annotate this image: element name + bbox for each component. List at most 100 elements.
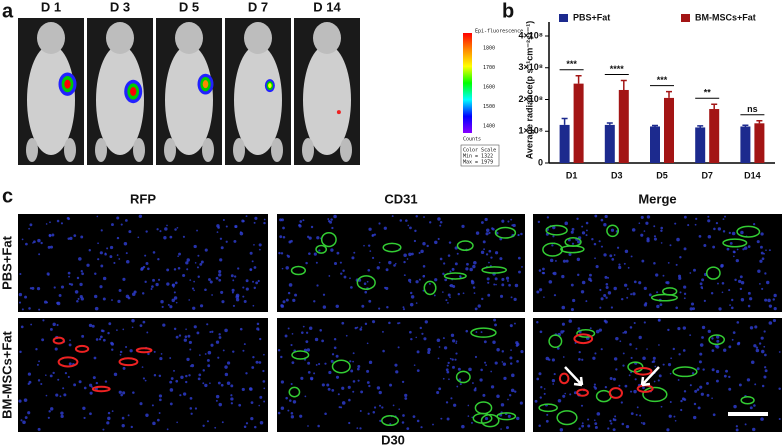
nucleus xyxy=(670,357,673,360)
nucleus xyxy=(94,272,97,275)
nucleus xyxy=(496,394,500,398)
nucleus xyxy=(760,336,764,340)
nucleus xyxy=(48,410,51,413)
nucleus xyxy=(125,345,128,349)
nucleus xyxy=(331,353,335,356)
nucleus xyxy=(86,263,90,267)
nucleus xyxy=(599,288,602,292)
nucleus xyxy=(585,229,588,232)
nucleus xyxy=(749,297,753,301)
nucleus xyxy=(55,393,59,397)
nucleus xyxy=(447,302,449,304)
nucleus xyxy=(765,249,767,252)
nucleus xyxy=(364,290,368,294)
nucleus xyxy=(230,384,234,388)
nucleus xyxy=(107,416,111,421)
nucleus xyxy=(564,221,569,226)
nucleus xyxy=(281,267,284,270)
nucleus xyxy=(571,227,575,231)
nucleus xyxy=(612,428,616,432)
nucleus xyxy=(486,277,490,281)
nucleus xyxy=(215,399,218,402)
nucleus xyxy=(562,259,566,263)
nucleus xyxy=(48,233,52,237)
nucleus xyxy=(561,322,565,326)
nucleus xyxy=(107,331,110,335)
nucleus xyxy=(411,252,414,256)
nucleus xyxy=(304,395,307,398)
signal xyxy=(336,110,341,115)
nucleus xyxy=(382,349,385,353)
nucleus xyxy=(660,242,663,244)
nucleus xyxy=(539,330,543,334)
nucleus xyxy=(553,271,557,276)
nucleus xyxy=(173,327,177,331)
nucleus xyxy=(251,260,254,263)
nucleus xyxy=(177,255,179,258)
nucleus xyxy=(427,347,431,352)
nucleus xyxy=(226,381,231,386)
nucleus xyxy=(127,414,130,417)
nucleus xyxy=(483,248,485,251)
nucleus xyxy=(488,231,491,235)
nucleus xyxy=(766,280,770,285)
nucleus xyxy=(465,267,469,271)
nucleus xyxy=(92,376,96,380)
nucleus xyxy=(461,224,465,228)
micrograph xyxy=(18,214,268,312)
nucleus xyxy=(330,359,334,363)
nucleus xyxy=(735,428,739,432)
nucleus xyxy=(536,321,539,324)
nucleus xyxy=(689,384,692,387)
nucleus xyxy=(340,406,343,409)
nucleus xyxy=(768,321,773,325)
nucleus xyxy=(379,404,382,407)
nucleus xyxy=(648,293,652,297)
nucleus xyxy=(150,288,153,290)
nucleus xyxy=(723,374,727,378)
nucleus xyxy=(100,229,103,232)
nucleus xyxy=(543,388,546,390)
vessel xyxy=(564,237,582,247)
nucleus xyxy=(335,375,340,379)
nucleus xyxy=(190,412,193,415)
nucleus xyxy=(258,243,262,247)
nucleus xyxy=(657,318,661,322)
nucleus xyxy=(622,364,625,367)
nucleus xyxy=(548,280,553,284)
nucleus xyxy=(263,387,266,390)
mouse-body xyxy=(165,45,213,155)
nucleus xyxy=(772,298,775,301)
nucleus xyxy=(175,335,179,339)
nucleus xyxy=(108,322,112,326)
nucleus xyxy=(432,423,434,426)
nucleus xyxy=(158,374,162,378)
nucleus xyxy=(514,283,519,288)
nucleus xyxy=(501,361,504,363)
nucleus xyxy=(262,380,266,383)
nucleus xyxy=(224,365,228,369)
nucleus xyxy=(102,338,106,342)
nucleus xyxy=(571,242,575,245)
nucleus xyxy=(89,412,92,416)
nucleus xyxy=(773,293,777,298)
nucleus xyxy=(157,278,161,281)
nucleus xyxy=(628,374,631,377)
nucleus xyxy=(173,296,178,300)
column-header: Merge xyxy=(638,191,676,206)
nucleus xyxy=(60,285,65,289)
nucleus xyxy=(697,406,701,410)
nucleus xyxy=(216,224,220,228)
vessel xyxy=(472,412,493,424)
error-bar xyxy=(606,122,613,125)
nucleus xyxy=(732,331,736,334)
nucleus xyxy=(728,345,732,349)
nucleus xyxy=(507,398,509,401)
nucleus xyxy=(327,220,331,223)
rfp-signal xyxy=(91,385,111,393)
nucleus xyxy=(562,394,566,398)
nucleus xyxy=(328,275,331,277)
mouse-body xyxy=(27,45,75,155)
nucleus xyxy=(189,407,193,410)
nucleus xyxy=(38,360,40,363)
